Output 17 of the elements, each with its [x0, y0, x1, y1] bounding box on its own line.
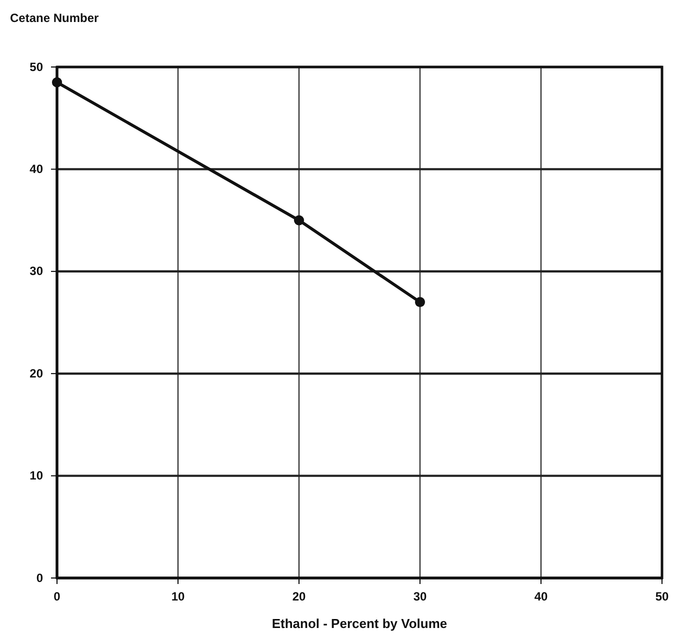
y-tick-label: 20: [30, 366, 44, 380]
y-tick-label: 30: [30, 264, 44, 278]
x-tick-label: 50: [655, 590, 669, 604]
y-tick-label: 40: [30, 162, 44, 176]
point: [294, 215, 304, 226]
y-tick-label: 50: [30, 60, 44, 74]
y-axis-title: Cetane Number: [10, 11, 100, 25]
x-tick-label: 0: [54, 590, 61, 604]
y-tick-label: 0: [36, 570, 44, 585]
x-tick-label: 40: [534, 590, 548, 604]
x-tick-label: 20: [292, 590, 306, 604]
point: [414, 297, 426, 308]
y-tick-label: 10: [30, 468, 44, 483]
x-axis-title: Ethanol - Percent by Volume: [272, 616, 448, 631]
x-tick-label: 30: [413, 590, 427, 604]
x-tick-label: 10: [171, 590, 185, 604]
point: [52, 77, 62, 88]
